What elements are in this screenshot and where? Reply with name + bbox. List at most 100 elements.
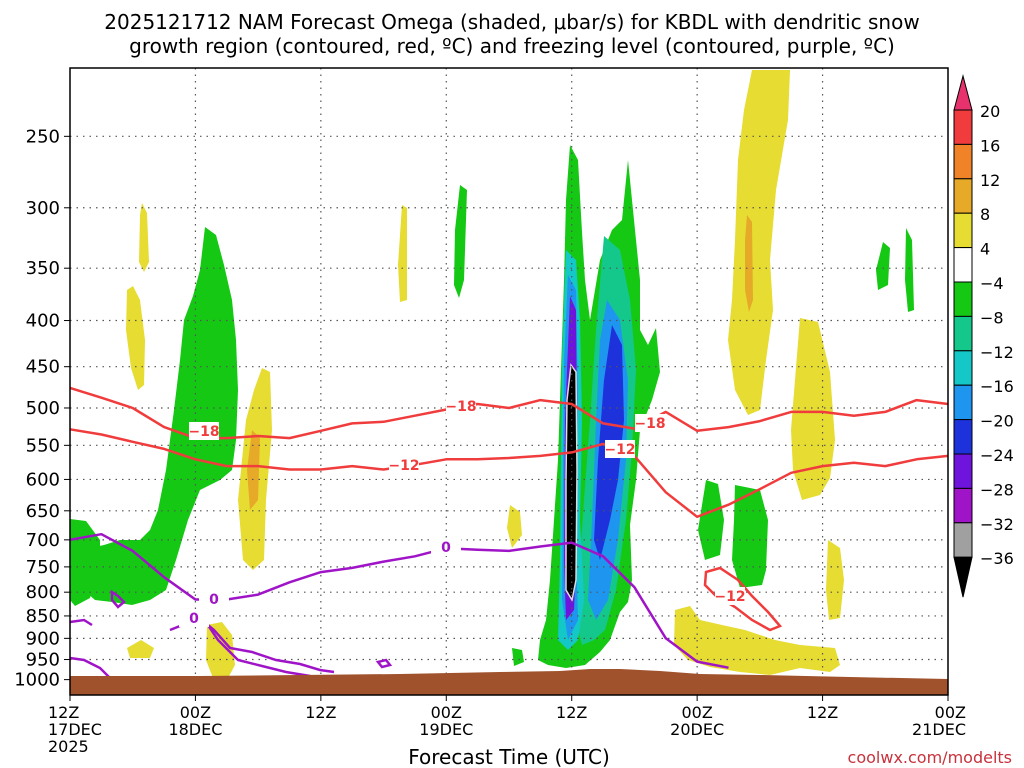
contour-label: −12 (714, 589, 745, 605)
x-tick-label: 20DEC (670, 720, 724, 739)
dgz-contour (703, 566, 783, 632)
colorbar-swatch (953, 350, 973, 386)
x-tick-label: 21DEC (912, 720, 966, 739)
x-tick-label: 17DEC (48, 720, 102, 739)
contour-label: 0 (189, 611, 199, 627)
x-tick-label: 19DEC (419, 720, 473, 739)
freezing-contour (69, 656, 113, 681)
x-tick-label: 00Z (681, 703, 712, 722)
omega-region (70, 519, 100, 606)
omega-region (876, 242, 890, 290)
colorbar-swatch (953, 453, 973, 489)
omega-region (698, 480, 724, 560)
contour-label-bg (199, 590, 229, 608)
colorbar-label: 12 (980, 171, 1000, 190)
colorbar-label: −16 (980, 377, 1014, 396)
contour-label: −12 (604, 442, 635, 458)
colorbar-swatch (953, 419, 973, 455)
y-tick-label: 600 (26, 469, 60, 490)
contour-line (69, 428, 949, 519)
omega-region (80, 227, 238, 605)
omega-region (127, 640, 154, 658)
colorbar-swatch (953, 522, 973, 558)
contour-label: −12 (388, 458, 419, 474)
y-tick-label: 700 (26, 530, 60, 551)
y-tick-label: 850 (26, 606, 60, 627)
x-tick-label: 12Z (48, 703, 79, 722)
y-tick-label: 250 (26, 126, 60, 147)
terrain (70, 669, 948, 695)
y-tick-label: 400 (26, 311, 60, 332)
chart-title-line-2: growth region (contoured, red, ºC) and f… (129, 34, 895, 58)
colorbar-label: −12 (980, 343, 1014, 362)
colorbar-swatch (953, 212, 973, 249)
colorbar-label: 20 (980, 102, 1000, 121)
grid (70, 68, 948, 695)
y-tick-label: 900 (26, 628, 60, 649)
omega-region (512, 648, 524, 666)
omega-region (139, 203, 149, 272)
colorbar-swatch (953, 178, 973, 214)
colorbar: 20 16 12 8 4 −4 −8 −12 −16 −20 −24 −28 −32 −36 (953, 74, 1014, 598)
chart-title-line-1: 2025121712 NAM Forecast Omega (shaded, μ… (104, 10, 919, 34)
omega-region (566, 365, 577, 600)
contour-label-bg (179, 609, 209, 627)
freezing-contour (375, 658, 393, 669)
contour-label-bg (715, 587, 745, 605)
y-tick-label: 550 (26, 435, 60, 456)
x-tick-label: 2025 (48, 737, 89, 756)
colorbar-label: −24 (980, 446, 1014, 465)
omega-region (247, 430, 260, 510)
x-tick-label: 00Z (431, 703, 462, 722)
x-tick-label: 12Z (305, 703, 336, 722)
freezing-contour (69, 618, 93, 627)
colorbar-label: 8 (980, 205, 990, 224)
y-tick-label: 1000 (14, 670, 60, 691)
x-tick-label: 18DEC (168, 720, 222, 739)
y-tick-label: 500 (26, 398, 60, 419)
plot-frame (69, 67, 949, 696)
colorbar-label: −20 (980, 412, 1014, 431)
y-tick-label: 450 (26, 357, 60, 378)
credit-text: coolwx.com/modelts (848, 748, 1012, 767)
contour-label-bg (189, 422, 219, 440)
y-tick-label: 650 (26, 501, 60, 522)
colorbar-swatch (953, 556, 973, 598)
contour-label-bg (389, 456, 419, 474)
contour-label: −18 (188, 424, 219, 440)
contour-line (69, 532, 729, 669)
colorbar-label: −4 (980, 274, 1004, 293)
colorbar-swatch (953, 247, 973, 283)
contour-label: −18 (634, 416, 665, 432)
omega-region (905, 228, 914, 312)
y-tick-label: 750 (26, 557, 60, 578)
omega-region (674, 606, 840, 675)
y-tick-label: 300 (26, 198, 60, 219)
colorbar-label: −8 (980, 308, 1004, 327)
colorbar-label: 16 (980, 136, 1000, 155)
colorbar-swatch (953, 281, 973, 317)
omega-region (398, 205, 407, 302)
colorbar-swatch (953, 315, 973, 352)
contour-label-bg (605, 440, 635, 458)
colorbar-label: −36 (980, 549, 1014, 568)
contour-label-bg (446, 397, 476, 415)
colorbar-label: −28 (980, 480, 1014, 499)
contour-label-bg (431, 538, 461, 556)
omega-region (745, 215, 753, 312)
x-tick-label: 12Z (807, 703, 838, 722)
y-axis: 250 300 350 400 450 500 550 600 650 700 750 800 8509… (14, 126, 70, 691)
omega-region (507, 505, 522, 548)
freezing-contour (110, 589, 126, 609)
omega-region (728, 70, 790, 415)
y-tick-label: 800 (26, 582, 60, 603)
x-tick-label: 00Z (180, 703, 211, 722)
omega-region (791, 318, 835, 500)
omega-region (126, 286, 145, 390)
colorbar-label: −32 (980, 515, 1014, 534)
y-tick-label: 350 (26, 258, 60, 279)
omega-region (206, 622, 235, 678)
